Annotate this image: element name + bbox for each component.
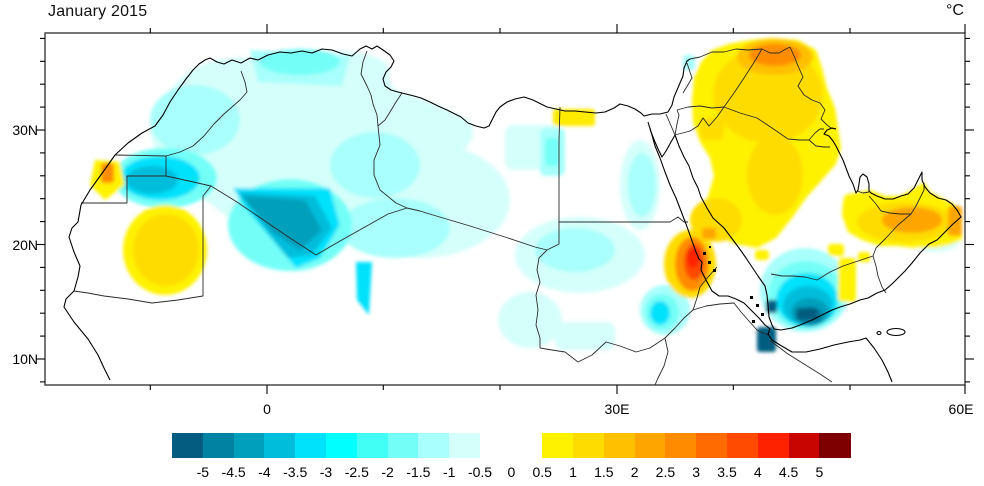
colorbar-cool-cell xyxy=(233,433,265,458)
colorbar-warm-cell xyxy=(788,433,820,458)
colorbar-cool-cell xyxy=(356,433,389,458)
colorbar-cool-cell xyxy=(202,433,235,458)
anomaly-cool-core xyxy=(757,300,823,352)
colorbar-tick-label: 3.5 xyxy=(717,464,737,480)
lat-label-20n: 20N xyxy=(12,237,38,253)
colorbar-tick-label: -1 xyxy=(442,464,456,480)
colorbar-warm-cell xyxy=(665,433,697,458)
colorbar-tick-label: -4 xyxy=(258,464,271,480)
colorbar-tick-label: 4.5 xyxy=(778,464,799,480)
colorbar-tick-label: -1.5 xyxy=(406,464,431,480)
colorbar-warm-cell xyxy=(819,433,851,458)
colorbar-cool-cell xyxy=(418,433,450,458)
colorbar-cool-cell xyxy=(326,433,358,458)
colorbar-tick-label: -5 xyxy=(196,464,210,480)
colorbar-cool-cell xyxy=(295,433,327,458)
anomaly-shading xyxy=(90,38,962,352)
colorbar-tick-label: 4 xyxy=(753,464,762,480)
units-label: °C xyxy=(946,2,964,19)
colorbar-tick-label: -2.5 xyxy=(344,464,369,480)
colorbar-tick-label: -3.5 xyxy=(283,464,308,480)
colorbar-tick-label: -0.5 xyxy=(467,464,493,480)
lat-label-30n: 30N xyxy=(12,122,38,138)
red-sea-islands xyxy=(703,246,764,323)
coastline-path xyxy=(63,45,962,383)
colorbar-warm-cell xyxy=(757,433,790,458)
lon-label-0: 0 xyxy=(263,401,271,417)
colorbar-warm-cell xyxy=(696,433,728,458)
colorbar-warm-cell xyxy=(603,433,636,458)
colorbar-warm-cell xyxy=(573,433,605,458)
colorbar-tick-label: 2.5 xyxy=(655,464,676,480)
colorbar-cool-cell xyxy=(264,433,296,458)
colorbar-tick-label: 0.5 xyxy=(532,464,552,480)
colorbar-cool-cell xyxy=(172,433,204,458)
colorbar-warm-cell xyxy=(727,433,759,458)
colorbar-tick-label: 5 xyxy=(815,464,824,480)
colorbar-tick-label: 2 xyxy=(630,464,639,480)
plot-frame xyxy=(44,32,966,386)
page-title: January 2015 xyxy=(48,3,148,20)
colorbar-tick-label: -3 xyxy=(319,464,333,480)
colorbar-warm-cell xyxy=(542,433,574,458)
country-borders xyxy=(73,46,925,385)
colorbar-cool-cell xyxy=(449,433,481,458)
colorbar-tick-label: 1 xyxy=(569,464,577,480)
colorbar-warm-cell xyxy=(634,433,666,458)
colorbar-cool-cell xyxy=(387,433,419,458)
lon-label-30e: 30E xyxy=(604,401,630,417)
lon-label-60e: 60E xyxy=(948,401,974,417)
lat-label-10n: 10N xyxy=(12,351,38,367)
colorbar-tick-label: 0 xyxy=(507,464,516,480)
axis-ticks xyxy=(36,24,974,394)
colorbar-tick-label: 1.5 xyxy=(594,464,614,480)
colorbar-tick-label: -2 xyxy=(381,464,394,480)
colorbar-tick-label: 3 xyxy=(692,464,701,480)
anomaly-warm-hot-core xyxy=(684,244,704,280)
colorbar-tick-label: -4.5 xyxy=(221,464,246,480)
